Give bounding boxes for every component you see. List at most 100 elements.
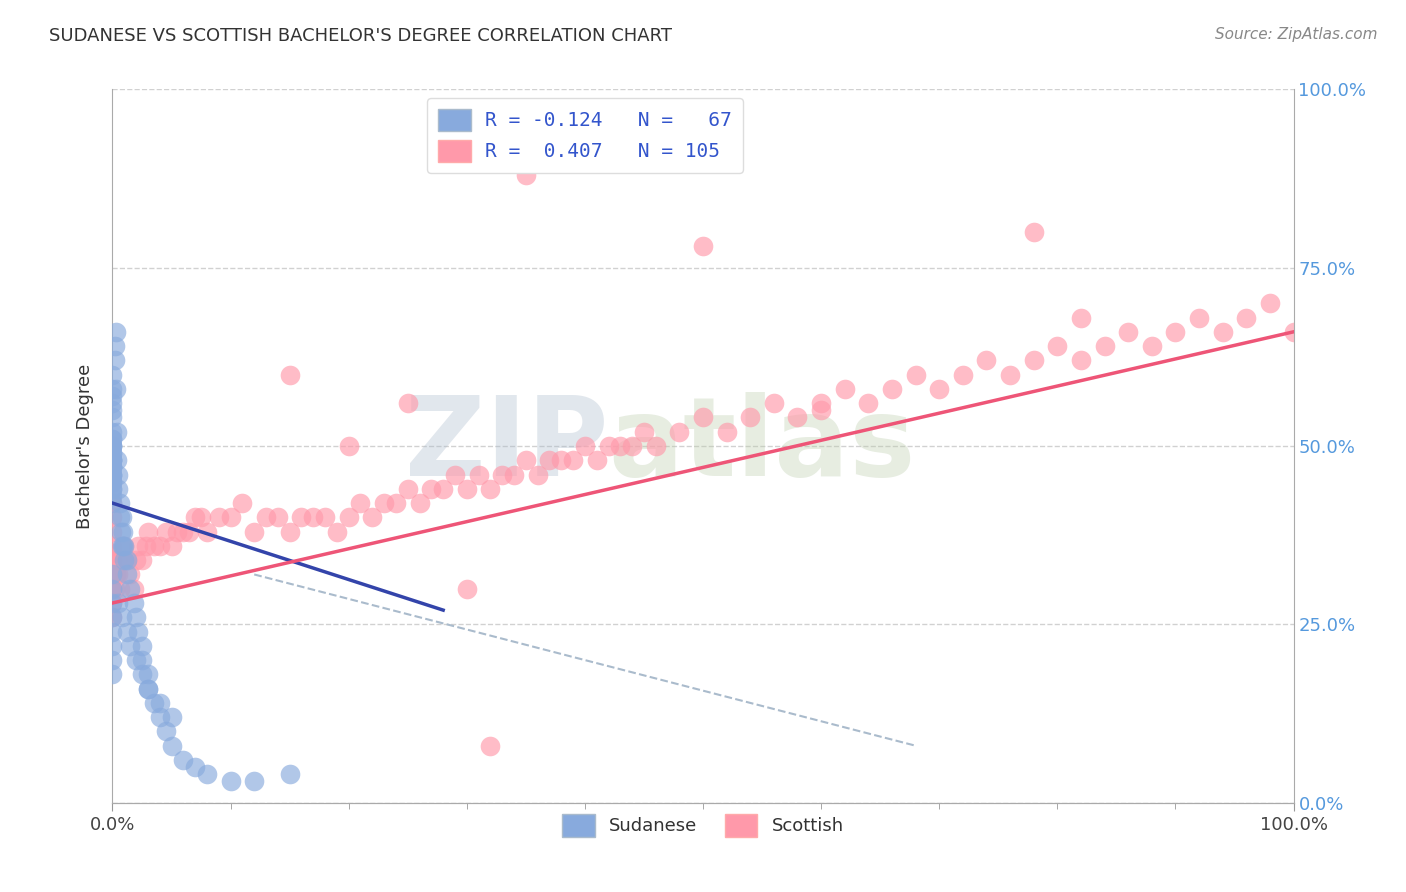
Point [1234, 310, 1257, 325]
Point [598, 439, 620, 453]
Point [479, 739, 502, 753]
Point [105, 382, 128, 396]
Point [456, 582, 478, 596]
Point [195, 524, 218, 539]
Point [104, 582, 127, 596]
Point [131, 653, 153, 667]
Point [420, 482, 443, 496]
Point [101, 553, 124, 567]
Point [231, 496, 253, 510]
Point [101, 460, 124, 475]
Point [101, 453, 124, 467]
Point [1046, 339, 1069, 353]
Point [1212, 325, 1234, 339]
Point [361, 510, 384, 524]
Point [166, 524, 188, 539]
Point [904, 368, 927, 382]
Point [136, 667, 159, 681]
Point [101, 460, 124, 475]
Point [127, 624, 149, 639]
Point [278, 767, 301, 781]
Point [491, 467, 513, 482]
Point [112, 539, 135, 553]
Point [692, 410, 714, 425]
Point [101, 539, 124, 553]
Point [155, 524, 177, 539]
Point [111, 610, 134, 624]
Point [337, 510, 360, 524]
Point [172, 753, 194, 767]
Point [101, 582, 124, 596]
Point [101, 439, 124, 453]
Point [326, 524, 349, 539]
Text: SUDANESE VS SCOTTISH BACHELOR'S DEGREE CORRELATION CHART: SUDANESE VS SCOTTISH BACHELOR'S DEGREE C… [49, 27, 672, 45]
Point [101, 439, 124, 453]
Point [111, 539, 134, 553]
Point [574, 439, 596, 453]
Point [621, 439, 644, 453]
Point [786, 410, 808, 425]
Point [120, 567, 142, 582]
Point [373, 496, 395, 510]
Point [101, 496, 124, 510]
Point [254, 510, 277, 524]
Point [135, 539, 157, 553]
Point [408, 496, 430, 510]
Legend: Sudanese, Scottish: Sudanese, Scottish [555, 807, 851, 844]
Point [115, 553, 138, 567]
Point [122, 582, 145, 596]
Point [219, 774, 242, 789]
Point [105, 425, 128, 439]
Point [142, 539, 165, 553]
Point [120, 582, 142, 596]
Point [101, 596, 124, 610]
Point [125, 610, 148, 624]
Point [810, 396, 832, 410]
Point [101, 453, 124, 467]
Point [142, 696, 165, 710]
Point [1188, 310, 1211, 325]
Point [105, 453, 128, 467]
Point [149, 696, 172, 710]
Point [101, 524, 124, 539]
Point [278, 368, 301, 382]
Point [337, 439, 360, 453]
Point [104, 353, 127, 368]
Point [1070, 353, 1092, 368]
Point [101, 546, 124, 560]
Text: ZIP: ZIP [405, 392, 609, 500]
Point [101, 446, 124, 460]
Point [716, 425, 738, 439]
Point [585, 453, 607, 467]
Point [101, 610, 124, 624]
Point [195, 767, 218, 781]
Point [101, 624, 124, 639]
Point [101, 425, 124, 439]
Point [112, 524, 135, 539]
Point [1022, 225, 1045, 239]
Point [928, 382, 950, 396]
Point [101, 382, 124, 396]
Point [998, 368, 1021, 382]
Point [396, 482, 419, 496]
Y-axis label: Bachelor's Degree: Bachelor's Degree [76, 363, 94, 529]
Point [172, 524, 194, 539]
Point [538, 453, 561, 467]
Point [101, 453, 124, 467]
Point [302, 510, 325, 524]
Point [104, 339, 127, 353]
Point [107, 567, 129, 582]
Point [136, 524, 159, 539]
Point [112, 539, 135, 553]
Point [101, 610, 124, 624]
Point [834, 382, 856, 396]
Point [131, 639, 153, 653]
Point [125, 653, 148, 667]
Point [108, 496, 131, 510]
Point [155, 724, 177, 739]
Point [101, 667, 124, 681]
Point [122, 596, 145, 610]
Point [115, 567, 138, 582]
Point [562, 453, 585, 467]
Point [1140, 339, 1163, 353]
